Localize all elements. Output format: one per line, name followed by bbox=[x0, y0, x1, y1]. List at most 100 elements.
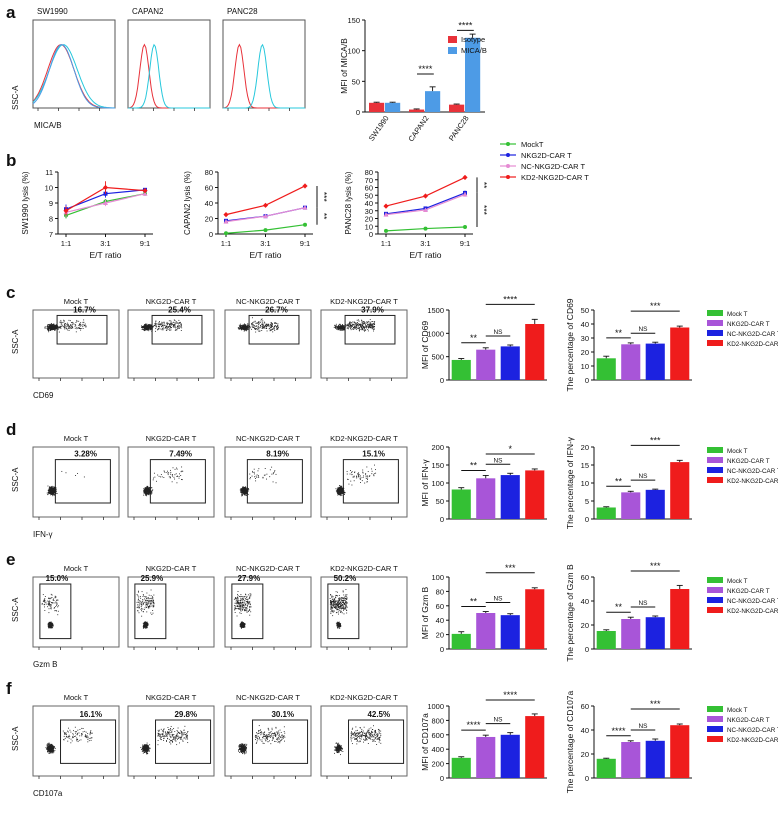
flow-dot bbox=[338, 326, 339, 328]
y-tick-label: 10 bbox=[365, 222, 373, 231]
flow-dot bbox=[364, 326, 366, 328]
flow-dot bbox=[245, 604, 247, 606]
flow-dot bbox=[48, 328, 49, 330]
flow-dot bbox=[172, 325, 174, 326]
flow-dot bbox=[171, 324, 173, 325]
flow-dot bbox=[250, 611, 252, 613]
flow-frame bbox=[224, 446, 312, 518]
gate-percentage: 8.19% bbox=[266, 450, 289, 459]
flow-dot bbox=[169, 325, 171, 327]
flow-gate bbox=[39, 583, 72, 640]
flow-dot bbox=[244, 329, 246, 331]
flow-dot bbox=[62, 324, 64, 326]
flow-dot bbox=[54, 486, 56, 488]
flow-dot bbox=[146, 329, 148, 331]
flow-dot bbox=[372, 326, 374, 328]
flow-dot bbox=[145, 328, 147, 330]
flow-dot bbox=[150, 491, 152, 493]
flow-dot bbox=[243, 491, 245, 493]
flow-dot bbox=[146, 492, 148, 494]
flow-dot bbox=[237, 599, 239, 601]
flow-dot bbox=[245, 594, 247, 596]
flow-dot bbox=[176, 322, 178, 324]
flow-dot bbox=[341, 487, 343, 489]
flow-dot bbox=[48, 608, 50, 610]
flow-dot bbox=[53, 607, 55, 609]
flow-dot bbox=[55, 327, 57, 329]
flow-dot bbox=[144, 596, 146, 598]
flow-dot bbox=[48, 493, 50, 495]
flow-dot bbox=[68, 326, 70, 328]
flow-dot bbox=[55, 488, 57, 490]
flow-dot bbox=[151, 599, 153, 601]
flow-dot bbox=[58, 331, 60, 333]
flow-dot bbox=[240, 597, 242, 599]
flow-dot bbox=[55, 596, 57, 598]
flow-dot bbox=[165, 326, 167, 328]
flow-dot bbox=[174, 326, 176, 328]
panel-letter-e: e bbox=[6, 550, 15, 569]
flow-dot bbox=[155, 326, 157, 328]
flow-dot bbox=[147, 607, 149, 609]
flow-dot bbox=[153, 602, 155, 604]
flow-dot bbox=[234, 607, 236, 608]
flow-dot bbox=[263, 325, 265, 327]
flow-dot bbox=[251, 324, 253, 325]
flow-dot bbox=[243, 490, 245, 492]
flow-gate bbox=[56, 314, 108, 345]
y-tick-label: 0 bbox=[440, 515, 444, 524]
flow-dot bbox=[142, 325, 144, 327]
flow-dot bbox=[244, 325, 246, 327]
flow-dot bbox=[173, 324, 175, 325]
flow-dot bbox=[241, 598, 243, 599]
flow-dot bbox=[48, 324, 50, 325]
flow-dot bbox=[357, 473, 358, 475]
flow-dot bbox=[244, 493, 246, 495]
flow-dot bbox=[174, 324, 176, 326]
flow-dot bbox=[252, 327, 254, 328]
flow-dot bbox=[267, 323, 269, 325]
gate-percentage: 7.49% bbox=[169, 450, 192, 459]
flow-dot bbox=[148, 607, 150, 609]
flow-dot bbox=[71, 325, 72, 327]
flow-dot bbox=[149, 486, 151, 488]
flow-dot bbox=[269, 469, 271, 471]
flow-dot bbox=[237, 605, 239, 607]
flow-dot bbox=[372, 321, 374, 323]
flow-dot bbox=[178, 327, 180, 329]
flow-dot bbox=[237, 602, 238, 604]
flow-dot bbox=[50, 607, 52, 609]
flow-dot bbox=[50, 626, 52, 628]
flow-dot bbox=[361, 320, 363, 322]
flow-dot bbox=[148, 597, 149, 599]
flow-dot bbox=[160, 328, 162, 330]
flow-dot bbox=[61, 325, 63, 327]
flow-dot bbox=[160, 324, 161, 326]
flow-dot bbox=[249, 597, 251, 599]
flow-dot bbox=[53, 326, 55, 328]
flow-dot bbox=[240, 491, 242, 493]
flow-dot bbox=[360, 324, 362, 326]
flow-group-title: NKG2D-CAR T bbox=[146, 434, 197, 443]
y-axis-label: PANC28 lysis (%) bbox=[344, 171, 353, 234]
flow-dot bbox=[144, 491, 146, 493]
y-tick-label: 8 bbox=[49, 215, 53, 224]
flow-group-title: Mock T bbox=[64, 564, 89, 573]
flow-dot bbox=[179, 325, 181, 327]
flow-dot bbox=[145, 325, 147, 327]
flow-dot bbox=[48, 326, 50, 328]
flow-dot bbox=[369, 319, 371, 321]
flow-dot bbox=[78, 320, 80, 322]
flow-dot bbox=[51, 329, 52, 331]
flow-dot bbox=[244, 327, 246, 329]
flow-dot bbox=[63, 321, 65, 323]
point bbox=[223, 219, 229, 224]
flow-dot bbox=[350, 329, 352, 331]
flow-dot bbox=[53, 327, 55, 329]
flow-dot bbox=[48, 622, 50, 624]
flow-dot bbox=[49, 486, 51, 488]
flow-dot bbox=[53, 325, 55, 326]
bar bbox=[525, 470, 545, 519]
flow-dot bbox=[371, 321, 373, 323]
flow-dot bbox=[49, 597, 51, 599]
